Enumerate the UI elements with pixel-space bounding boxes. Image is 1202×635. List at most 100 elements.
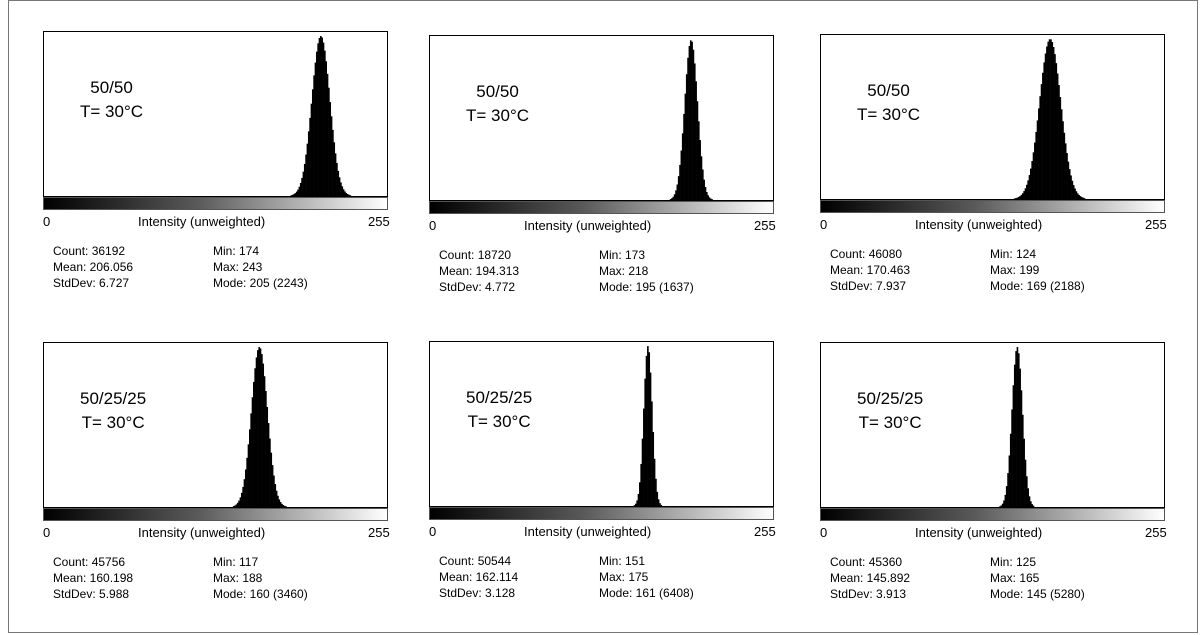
histogram-bin (703, 179, 705, 200)
sample-label: 50/25/25 T= 30°C (466, 386, 532, 434)
histogram-bin (314, 62, 317, 196)
histogram-bin (1023, 438, 1025, 507)
composition-label: 50/25/25 (466, 388, 533, 407)
x-tick-min: 0 (43, 525, 51, 540)
histogram-bin (1076, 193, 1079, 199)
histogram-plot: 50/50 T= 30°C (820, 34, 1165, 200)
histogram-bin (1044, 53, 1047, 199)
histogram-bin (1068, 169, 1071, 199)
histogram-bin (320, 36, 322, 196)
mean-value: Mean: 162.114 (439, 570, 519, 584)
histogram-bin (1078, 194, 1080, 199)
count-value: Count: 36192 (53, 244, 126, 258)
mode-value: Mode: 145 (5280) (990, 587, 1085, 601)
histogram-bin (329, 102, 332, 196)
histogram-bin (643, 408, 645, 506)
histogram-bin (1019, 368, 1021, 507)
histogram-bin (699, 140, 701, 200)
histogram-bin (258, 347, 261, 507)
histogram-bin (254, 368, 256, 507)
histogram-bin (1038, 108, 1040, 199)
histogram-bin (700, 156, 703, 200)
histogram-bin (1034, 142, 1036, 199)
histogram-bin (1059, 97, 1062, 199)
min-value: Min: 124 (990, 247, 1037, 261)
histogram-bin (681, 133, 684, 200)
histogram-bin (644, 378, 647, 506)
histogram-bin (294, 193, 297, 196)
histogram-bin (1054, 54, 1056, 199)
composition-label: 50/50 (867, 81, 910, 100)
histogram-bin (310, 103, 313, 196)
histogram-bin (1072, 185, 1075, 199)
histogram-bin (676, 184, 679, 200)
histogram-bin (290, 195, 293, 196)
count-value: Count: 18720 (439, 248, 512, 262)
histogram-bin (274, 484, 277, 507)
histogram-bin (238, 500, 240, 507)
histogram-bin (295, 191, 298, 196)
max-value: Max: 199 (990, 263, 1040, 277)
count-value: Count: 50544 (439, 554, 512, 568)
histogram-bin (302, 171, 305, 196)
histogram-bin (1031, 504, 1033, 507)
histogram-bin (1027, 180, 1029, 199)
histogram-bin (669, 199, 672, 200)
histogram-bin (649, 372, 652, 506)
histogram-plot: 50/25/25 T= 30°C (43, 342, 388, 508)
histogram-bin (1024, 188, 1027, 199)
histogram-bin (645, 355, 648, 506)
histogram-bin (278, 499, 281, 507)
histogram-bin (1067, 161, 1070, 199)
histogram-bin (273, 475, 275, 507)
histogram-bin (1062, 121, 1064, 199)
histogram-bin (1083, 198, 1086, 199)
histogram-bin (1043, 62, 1046, 199)
histogram-bin (321, 37, 323, 196)
histogram-bin (684, 93, 687, 200)
histogram-bin (1021, 193, 1024, 199)
histogram-bin (1028, 496, 1031, 507)
mode-value: Mode: 195 (1637) (599, 280, 694, 294)
x-tick-min: 0 (43, 214, 51, 229)
mean-value: Mean: 160.198 (53, 571, 134, 585)
histogram-bin (1016, 197, 1019, 199)
histogram-bin (1026, 476, 1028, 507)
histogram-panel: 50/25/25 T= 30°C 0 Intensity (unweighted… (429, 341, 799, 631)
histogram-bin (1005, 486, 1008, 507)
histogram-bin (261, 354, 263, 507)
histogram-bin (659, 503, 661, 506)
histogram-panel: 50/25/25 T= 30°C 0 Intensity (unweighted… (43, 342, 413, 632)
composition-label: 50/25/25 (857, 389, 924, 408)
histogram-svg (232, 347, 287, 507)
histogram-bin (1066, 153, 1068, 199)
x-axis: 0 Intensity (unweighted) 255 (43, 525, 413, 541)
stddev-value: StdDev: 3.913 (830, 587, 907, 601)
histogram-bin (1071, 180, 1074, 199)
histogram-bin (1015, 351, 1017, 507)
histogram-bin (692, 49, 695, 200)
histogram-bin (1082, 197, 1084, 199)
histogram-bin (1026, 184, 1028, 199)
histogram-bin (1035, 131, 1038, 199)
stddev-value: StdDev: 5.988 (53, 587, 130, 601)
histogram-bin (707, 195, 709, 200)
histogram-bin (1020, 390, 1023, 507)
histogram-bin (243, 479, 246, 507)
max-value: Max: 188 (213, 571, 263, 585)
histogram-plot: 50/25/25 T= 30°C (820, 342, 1165, 508)
histogram-bin (1039, 96, 1042, 199)
intensity-gradient-bar (820, 508, 1165, 521)
histogram-bin (635, 503, 637, 506)
histogram-bin (242, 486, 244, 507)
histogram-plot: 50/50 T= 30°C (429, 35, 774, 201)
histogram-bin (1024, 459, 1027, 507)
min-value: Min: 151 (599, 554, 646, 568)
histogram-bin (277, 495, 279, 507)
x-axis: 0 Intensity (unweighted) 255 (820, 217, 1190, 233)
histogram-bin (657, 499, 660, 506)
sample-label: 50/50 T= 30°C (466, 80, 529, 128)
histogram-bin (1030, 501, 1032, 507)
histogram-bin (695, 81, 697, 200)
histogram-bin (1012, 385, 1015, 507)
